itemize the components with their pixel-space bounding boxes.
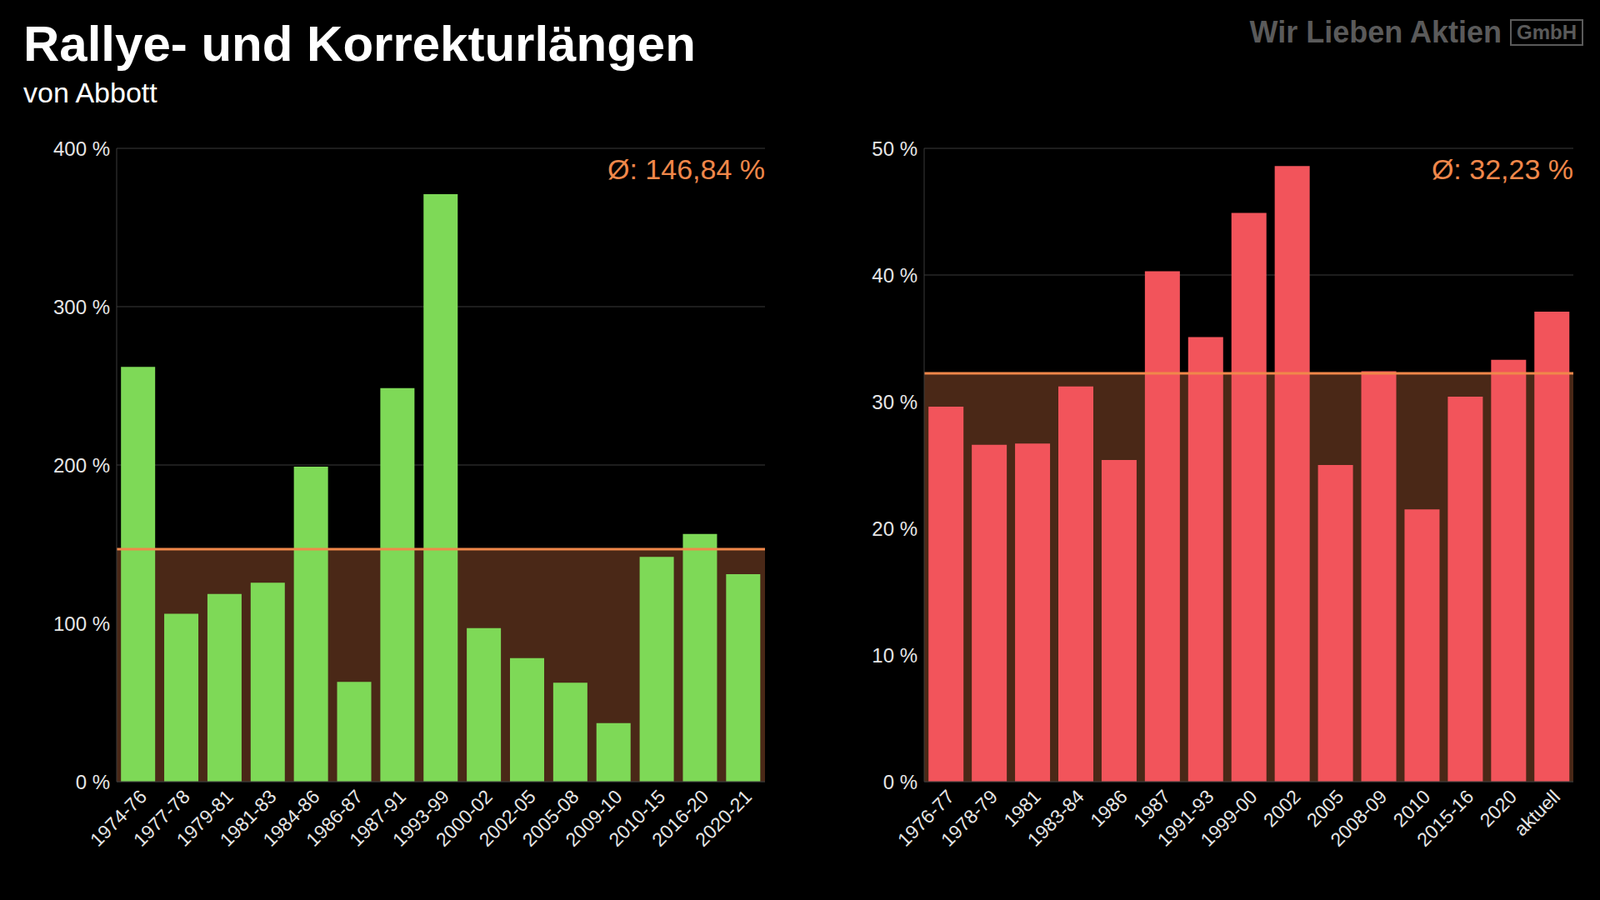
- svg-text:1974-76: 1974-76: [85, 785, 151, 851]
- svg-text:1999-00: 1999-00: [1196, 785, 1262, 851]
- svg-text:400 %: 400 %: [53, 137, 110, 160]
- svg-text:1981-83: 1981-83: [215, 785, 281, 851]
- svg-text:1978-79: 1978-79: [936, 785, 1002, 851]
- svg-text:1977-78: 1977-78: [129, 785, 195, 851]
- html-text:Rallye- und Korrekturlängen: Rallye- und Korrekturlängen: [23, 15, 696, 72]
- svg-text:2020-21: 2020-21: [690, 785, 756, 851]
- svg-text:30 %: 30 %: [871, 390, 918, 414]
- svg-text:1993-99: 1993-99: [388, 785, 454, 851]
- svg-text:2016-20: 2016-20: [647, 785, 713, 851]
- svg-text:0 %: 0 %: [883, 770, 918, 794]
- svg-text:1991-93: 1991-93: [1153, 785, 1218, 851]
- html-text:Ø: 32,23 %: Ø: 32,23 %: [1431, 153, 1574, 185]
- svg-text:2009-10: 2009-10: [561, 785, 627, 851]
- svg-text:2002-05: 2002-05: [474, 785, 540, 851]
- svg-text:1979-81: 1979-81: [172, 785, 238, 851]
- svg-text:1986-87: 1986-87: [301, 785, 367, 851]
- svg-text:2010: 2010: [1388, 785, 1435, 832]
- svg-text:10 %: 10 %: [871, 644, 918, 667]
- svg-text:2015-16: 2015-16: [1412, 785, 1478, 851]
- svg-text:2008-09: 2008-09: [1325, 785, 1391, 851]
- svg-text:1987: 1987: [1129, 785, 1175, 832]
- svg-text:100 %: 100 %: [53, 612, 110, 635]
- svg-text:2020: 2020: [1475, 785, 1521, 832]
- svg-text:0 %: 0 %: [75, 770, 110, 794]
- svg-text:2000-02: 2000-02: [431, 785, 497, 851]
- html-text:Ø: 146,84 %: Ø: 146,84 %: [607, 153, 765, 185]
- svg-text:2002: 2002: [1259, 785, 1305, 832]
- html-text:GmbH: GmbH: [1516, 20, 1577, 44]
- svg-text:1983-84: 1983-84: [1023, 785, 1089, 851]
- svg-text:1981: 1981: [999, 785, 1045, 832]
- html-text:Wir Lieben Aktien: Wir Lieben Aktien: [1249, 15, 1502, 50]
- svg-text:2010-15: 2010-15: [604, 785, 670, 851]
- svg-text:40 %: 40 %: [871, 264, 918, 287]
- svg-text:1986: 1986: [1085, 785, 1132, 832]
- svg-text:300 %: 300 %: [53, 295, 110, 319]
- svg-text:2005: 2005: [1302, 785, 1348, 832]
- svg-text:1984-86: 1984-86: [258, 785, 324, 851]
- svg-text:1976-77: 1976-77: [893, 785, 959, 851]
- svg-text:2005-08: 2005-08: [518, 785, 584, 851]
- svg-text:50 %: 50 %: [871, 137, 918, 160]
- svg-text:20 %: 20 %: [871, 517, 918, 540]
- html-text:von Abbott: von Abbott: [23, 76, 158, 109]
- svg-text:aktuell: aktuell: [1510, 785, 1565, 840]
- svg-text:1987-91: 1987-91: [345, 785, 411, 851]
- svg-text:200 %: 200 %: [53, 454, 110, 477]
